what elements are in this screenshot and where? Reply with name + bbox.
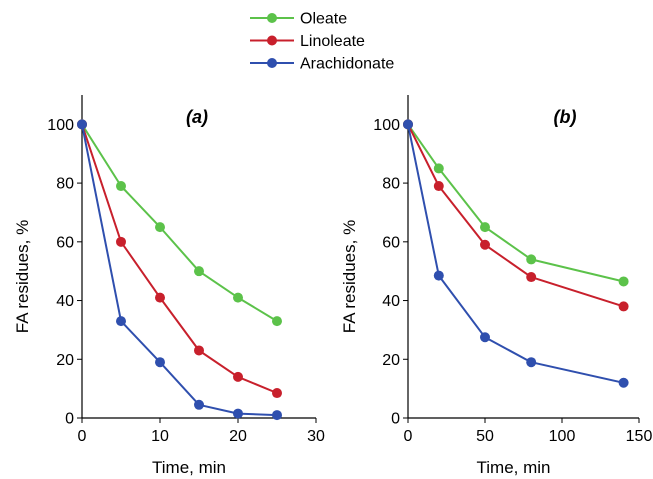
- series-oleate: [77, 119, 282, 327]
- data-point-arachidonate: [433, 270, 444, 281]
- data-point-arachidonate: [194, 399, 204, 410]
- data-point-linoleate: [116, 236, 126, 247]
- x-tick-label: 0: [404, 428, 413, 445]
- data-point-linoleate: [233, 371, 243, 382]
- data-point-linoleate: [272, 388, 282, 399]
- y-tick-label: 20: [56, 352, 74, 369]
- y-tick-label: 60: [382, 234, 400, 251]
- legend-label-linoleate: Linoleate: [300, 33, 365, 50]
- y-tick-label: 0: [391, 411, 400, 428]
- data-point-arachidonate: [155, 357, 165, 368]
- x-axis-label: Time, min: [152, 458, 226, 477]
- data-point-arachidonate: [77, 119, 87, 130]
- y-tick-label: 100: [47, 117, 74, 134]
- series-line-oleate: [407, 123, 624, 283]
- series-line-linoleate: [81, 124, 278, 394]
- x-tick-label: 100: [549, 428, 576, 445]
- data-point-oleate: [433, 163, 444, 174]
- panel-label: (b): [554, 107, 577, 127]
- data-point-linoleate: [433, 181, 444, 192]
- x-tick-label: 50: [476, 428, 494, 445]
- data-point-oleate: [116, 181, 126, 192]
- y-tick-label: 40: [56, 293, 74, 310]
- legend: Oleate Linoleate Arachidonate: [250, 11, 394, 73]
- x-axis-label: Time, min: [477, 458, 551, 477]
- data-point-linoleate: [526, 272, 537, 283]
- series-line-oleate: [81, 123, 278, 322]
- panel-label: (a): [186, 107, 208, 127]
- data-point-linoleate: [155, 292, 165, 303]
- x-tick-label: 30: [307, 428, 325, 445]
- x-tick-label: 10: [151, 428, 169, 445]
- data-point-linoleate: [480, 239, 490, 250]
- data-point-arachidonate: [403, 119, 413, 130]
- y-tick-label: 20: [382, 352, 400, 369]
- series-arachidonate: [77, 119, 282, 421]
- data-point-arachidonate: [480, 332, 490, 343]
- y-tick-label: 100: [373, 117, 400, 134]
- x-tick-label: 20: [229, 428, 247, 445]
- data-point-arachidonate: [272, 410, 282, 421]
- y-axis-label: FA residues, %: [13, 220, 32, 333]
- data-point-oleate: [233, 292, 243, 303]
- data-point-arachidonate: [526, 357, 537, 368]
- y-tick-label: 0: [65, 411, 74, 428]
- data-point-arachidonate: [618, 377, 629, 388]
- y-tick-label: 40: [382, 293, 400, 310]
- series-linoleate: [403, 119, 629, 312]
- data-point-oleate: [155, 222, 165, 233]
- y-tick-label: 80: [382, 176, 400, 193]
- y-tick-label: 60: [56, 234, 74, 251]
- data-point-linoleate: [618, 301, 629, 312]
- series-line-arachidonate: [81, 124, 278, 417]
- data-point-linoleate: [194, 345, 204, 356]
- chart-panel-a: 0 20 40 60 80 100 0 10 20 30 Time, min FA residues,…: [13, 95, 325, 477]
- legend-label-oleate: Oleate: [300, 11, 347, 28]
- x-tick-label: 150: [626, 428, 653, 445]
- data-point-oleate: [526, 254, 537, 265]
- x-tick-label: 0: [78, 428, 87, 445]
- legend-marker-arachidonate: [267, 58, 277, 68]
- data-point-arachidonate: [116, 316, 126, 327]
- series-line-arachidonate: [407, 124, 624, 384]
- data-point-arachidonate: [233, 408, 243, 419]
- y-tick-label: 80: [56, 176, 74, 193]
- legend-marker-linoleate: [267, 35, 277, 46]
- data-point-oleate: [272, 316, 282, 327]
- y-axis-label: FA residues, %: [340, 220, 359, 333]
- data-point-oleate: [618, 276, 629, 287]
- legend-label-arachidonate: Arachidonate: [300, 56, 394, 73]
- data-point-oleate: [480, 222, 490, 233]
- chart-panel-b: 0 20 40 60 80 100 0 50 100 150 Time, min FA residue…: [340, 95, 652, 477]
- series-arachidonate: [403, 119, 629, 388]
- legend-marker-oleate: [267, 13, 277, 23]
- data-point-oleate: [194, 266, 204, 277]
